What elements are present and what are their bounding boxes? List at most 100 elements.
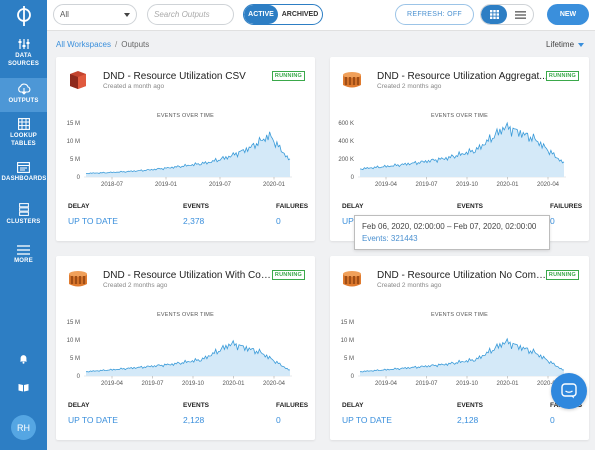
card-title[interactable]: DND - Resource Utilization No Comp... <box>377 270 549 281</box>
failures-label: FAILURES <box>276 203 309 210</box>
sidebar-item-label: CLUSTERS <box>6 219 41 225</box>
x-tick-label: 2020-01 <box>496 182 519 188</box>
series-area <box>360 123 564 177</box>
events-value: 2,128 <box>183 415 205 425</box>
series-area <box>86 131 290 177</box>
status-badge: RUNNING <box>271 270 305 280</box>
list-icon <box>514 10 526 19</box>
breadcrumb-separator: / <box>114 40 118 49</box>
failures-value: 0 <box>550 415 555 425</box>
output-card[interactable]: DND - Resource Utilization No Comp... Cre… <box>330 256 589 440</box>
events-chart[interactable]: 0 5 M 10 M 15 M 2018-07 2019-01 2019-07 2020-01 <box>56 119 315 197</box>
x-tick-label: 2020-04 <box>263 381 286 387</box>
list-view-button[interactable] <box>507 5 533 24</box>
notifications-button[interactable] <box>0 354 47 368</box>
sidebar-item-more[interactable]: MORE <box>0 245 47 273</box>
events-chart[interactable]: 0 5 M 10 M 15 M 2019-04 2019-07 2019-10 2020-01… <box>56 318 315 396</box>
sidebar-item-label: OUTPUTS <box>8 98 39 104</box>
card-title[interactable]: DND - Resource Utilization With Comp... <box>103 270 275 281</box>
active-tab[interactable]: ACTIVE <box>244 5 278 24</box>
book-icon <box>18 384 29 392</box>
output-card[interactable]: DND - Resource Utilization With Comp... C… <box>56 256 315 440</box>
x-tick-label: 2019-07 <box>141 381 164 387</box>
series-area <box>86 340 290 376</box>
x-tick-label: 2019-10 <box>182 381 205 387</box>
status-badge: RUNNING <box>545 71 579 81</box>
outputs-icon <box>17 83 30 95</box>
delay-value: UP TO DATE <box>68 216 118 226</box>
events-chart[interactable]: 0 200 K 400 K 600 K 2019-04 2019-07 2019-10 202… <box>330 119 589 197</box>
failures-value: 0 <box>550 216 555 226</box>
sidebar-item-clusters[interactable]: CLUSTERS <box>0 203 47 233</box>
sidebar-item-dashboards[interactable]: DASHBOARDS <box>0 162 47 190</box>
y-tick-label: 10 M <box>67 139 80 145</box>
y-tick-label: 0 <box>351 374 355 380</box>
chart-tooltip: Feb 06, 2020, 02:00:00 – Feb 07, 2020, 0… <box>354 215 550 250</box>
refresh-button[interactable]: REFRESH: OFF <box>395 4 474 25</box>
sidebar-item-outputs[interactable]: OUTPUTS <box>0 78 47 112</box>
x-tick-label: 2019-10 <box>456 182 479 188</box>
x-tick-label: 2019-07 <box>209 182 232 188</box>
y-tick-label: 0 <box>351 175 355 181</box>
output-card[interactable]: DND - Resource Utilization Aggregat... Cr… <box>330 57 589 241</box>
sidebar-item-label: DASHBOARDS <box>1 176 47 182</box>
delay-value: UP TO DATE <box>342 415 392 425</box>
y-tick-label: 10 M <box>341 338 354 344</box>
card-created: Created 2 months ago <box>377 83 442 90</box>
events-label: EVENTS <box>457 203 484 210</box>
x-tick-label: 2019-04 <box>375 182 398 188</box>
y-tick-label: 200 K <box>338 157 354 163</box>
chat-icon <box>561 383 577 399</box>
card-title[interactable]: DND - Resource Utilization Aggregat... <box>377 71 548 82</box>
aws-s3-icon <box>70 71 86 89</box>
archived-tab[interactable]: ARCHIVED <box>281 11 319 18</box>
chevron-down-icon <box>124 13 130 17</box>
tooltip-events: Events: 321443 <box>362 234 418 243</box>
status-badge: RUNNING <box>271 71 305 81</box>
search-input[interactable] <box>147 4 234 25</box>
chart-caption: EVENTS OVER TIME <box>431 113 488 119</box>
series-line <box>360 337 565 373</box>
y-tick-label: 5 M <box>70 157 80 163</box>
bell-icon <box>20 355 27 364</box>
failures-value: 0 <box>276 216 281 226</box>
dashboards-icon <box>17 162 30 173</box>
events-value: 2,128 <box>457 415 479 425</box>
failures-label: FAILURES <box>550 203 583 210</box>
delay-label: DELAY <box>342 203 364 210</box>
x-tick-label: 2019-07 <box>415 381 438 387</box>
series-line <box>359 121 565 171</box>
clusters-icon <box>18 203 29 216</box>
user-avatar[interactable]: RH <box>11 415 36 440</box>
y-tick-label: 5 M <box>70 356 80 362</box>
aws-redshift-icon <box>343 72 361 88</box>
failures-label: FAILURES <box>276 402 309 409</box>
card-icon <box>67 268 89 290</box>
events-value: 2,378 <box>183 216 205 226</box>
sidebar-item-lookup-tables[interactable]: LOOKUP TABLES <box>0 116 47 156</box>
card-icon <box>67 69 89 91</box>
chart-caption: EVENTS OVER TIME <box>157 113 214 119</box>
output-card[interactable]: DND - Resource Utilization CSV Created a … <box>56 57 315 241</box>
series-line <box>85 131 291 175</box>
delay-label: DELAY <box>342 402 364 409</box>
sidebar-item-data-sources[interactable]: DATA SOURCES <box>0 34 47 74</box>
events-chart[interactable]: 0 5 M 10 M 15 M 2019-04 2019-07 2019-10 2020-01… <box>330 318 589 396</box>
failures-value: 0 <box>276 415 281 425</box>
new-output-button[interactable]: NEW <box>547 4 589 25</box>
chart-caption: EVENTS OVER TIME <box>157 312 214 318</box>
workspace-filter-select[interactable]: All <box>53 4 137 25</box>
grid-view-button[interactable] <box>481 5 507 24</box>
app-logo[interactable] <box>0 0 47 32</box>
aws-redshift-icon <box>69 271 87 287</box>
breadcrumb: All Workspaces / Outputs <box>56 40 149 49</box>
x-tick-label: 2020-04 <box>537 182 560 188</box>
aws-redshift-icon <box>343 271 361 287</box>
breadcrumb-all-workspaces[interactable]: All Workspaces <box>56 40 111 49</box>
card-title[interactable]: DND - Resource Utilization CSV <box>103 71 246 82</box>
docs-button[interactable] <box>0 383 47 395</box>
card-created: Created 2 months ago <box>377 282 442 289</box>
chat-button[interactable] <box>551 373 587 409</box>
time-range-select[interactable]: Lifetime <box>546 40 585 49</box>
x-tick-label: 2020-01 <box>222 381 245 387</box>
